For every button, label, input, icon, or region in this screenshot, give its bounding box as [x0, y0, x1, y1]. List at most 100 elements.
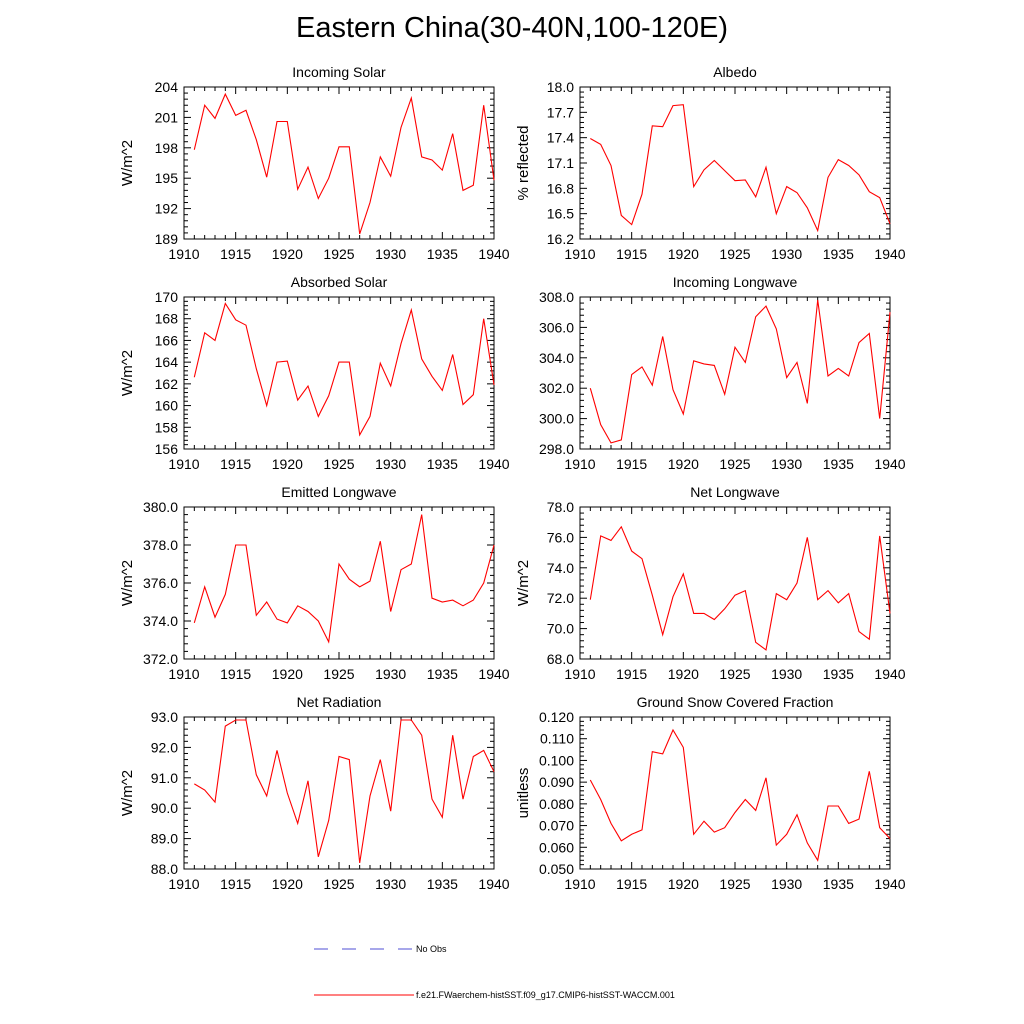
x-tick-label: 1915	[616, 246, 647, 262]
plot-frame	[183, 716, 495, 870]
series-line	[589, 299, 891, 444]
x-tick-label: 1910	[168, 456, 199, 472]
x-tick-label: 1925	[323, 666, 354, 682]
x-tick-label: 1930	[375, 876, 406, 892]
panel-1: Incoming Solar W/m^2 189 192 195 198 201 204 191…	[119, 64, 510, 262]
panel-title: Emitted Longwave	[281, 484, 396, 500]
y-tick-label: 306.0	[539, 319, 574, 335]
y-tick-label: 378.0	[143, 537, 178, 553]
x-tick-label: 1910	[168, 246, 199, 262]
panel-title: Incoming Longwave	[673, 274, 798, 290]
panel-5: Emitted Longwave W/m^2 372.0 374.0 376.0 378.…	[119, 484, 510, 682]
y-tick-label: 16.2	[547, 231, 574, 247]
x-tick-label: 1920	[668, 876, 699, 892]
panel-title: Net Radiation	[297, 694, 382, 710]
y-tick-label: 68.0	[547, 651, 574, 667]
panel-7: Net Radiation W/m^2 88.0 89.0 90.0 91.0 92.0 93…	[119, 694, 510, 892]
y-tick-label: 76.0	[547, 529, 574, 545]
x-tick-label: 1940	[478, 246, 509, 262]
series-line	[193, 514, 495, 644]
x-tick-label: 1935	[427, 246, 458, 262]
y-axis-label: W/m^2	[515, 560, 532, 606]
legend-obs-line	[314, 948, 414, 950]
y-tick-label: 168	[155, 311, 179, 327]
legend-obs-label: No Obs	[416, 944, 447, 954]
plot-frame	[183, 86, 495, 240]
y-axis-label: W/m^2	[119, 560, 136, 606]
y-tick-label: 92.0	[151, 739, 178, 755]
legend-model-line	[314, 994, 414, 996]
y-tick-label: 170	[155, 289, 179, 305]
y-axis-label: W/m^2	[119, 140, 136, 186]
x-tick-label: 1930	[375, 666, 406, 682]
y-tick-label: 70.0	[547, 621, 574, 637]
x-tick-label: 1915	[616, 876, 647, 892]
x-tick-label: 1935	[427, 666, 458, 682]
y-tick-label: 158	[155, 419, 179, 435]
y-tick-label: 380.0	[143, 499, 178, 515]
x-tick-label: 1940	[874, 456, 905, 472]
x-tick-label: 1930	[771, 666, 802, 682]
x-tick-label: 1930	[771, 456, 802, 472]
y-axis-label: W/m^2	[119, 350, 136, 396]
y-tick-label: 91.0	[151, 770, 178, 786]
y-tick-label: 204	[155, 79, 179, 95]
series-line	[193, 302, 495, 437]
panel-6: Net Longwave W/m^2 68.0 70.0 72.0 74.0 76.0 78.…	[515, 484, 906, 682]
x-tick-label: 1940	[478, 456, 509, 472]
series-line	[590, 104, 891, 233]
y-tick-label: 166	[155, 332, 179, 348]
y-tick-label: 17.4	[547, 130, 574, 146]
x-tick-label: 1920	[668, 666, 699, 682]
x-tick-label: 1915	[220, 456, 251, 472]
x-tick-label: 1915	[220, 876, 251, 892]
panel-title: Albedo	[713, 64, 757, 80]
y-tick-label: 195	[155, 170, 179, 186]
y-tick-label: 72.0	[547, 590, 574, 606]
y-tick-label: 78.0	[547, 499, 574, 515]
x-tick-label: 1925	[323, 876, 354, 892]
panel-8: Ground Snow Covered Fraction unitless 0.05…	[515, 694, 906, 892]
x-tick-label: 1935	[823, 456, 854, 472]
y-tick-label: 16.8	[547, 180, 574, 196]
x-tick-label: 1930	[771, 246, 802, 262]
x-tick-label: 1940	[874, 876, 905, 892]
x-tick-label: 1915	[220, 666, 251, 682]
x-tick-label: 1910	[168, 666, 199, 682]
y-axis-label: W/m^2	[119, 770, 136, 816]
x-tick-label: 1940	[874, 246, 905, 262]
figure-title: Eastern China(30-40N,100-120E)	[295, 12, 729, 44]
y-tick-label: 162	[155, 376, 179, 392]
plot-frame	[579, 296, 891, 450]
x-tick-label: 1925	[323, 246, 354, 262]
y-tick-label: 298.0	[539, 441, 574, 457]
panel-4: Incoming Longwave 298.0 300.0 302.0 304.0 306…	[539, 274, 906, 472]
panel-title: Net Longwave	[690, 484, 780, 500]
x-tick-label: 1915	[616, 456, 647, 472]
panel-title: Incoming Solar	[292, 64, 386, 80]
series-line	[589, 728, 891, 862]
x-tick-label: 1920	[668, 246, 699, 262]
x-tick-label: 1910	[564, 666, 595, 682]
x-tick-label: 1925	[719, 246, 750, 262]
y-axis-label: % reflected	[515, 125, 532, 200]
y-tick-label: 156	[155, 441, 179, 457]
y-tick-label: 374.0	[143, 613, 178, 629]
series-line	[193, 92, 495, 235]
y-tick-label: 93.0	[151, 709, 178, 725]
panel-3: Absorbed Solar W/m^2 156 158 160 162 164 166 168…	[119, 274, 510, 472]
x-tick-label: 1935	[823, 876, 854, 892]
y-tick-label: 0.050	[539, 861, 574, 877]
x-tick-label: 1930	[375, 246, 406, 262]
y-tick-label: 74.0	[547, 560, 574, 576]
y-tick-label: 302.0	[539, 380, 574, 396]
x-tick-label: 1940	[874, 666, 905, 682]
series-line	[194, 719, 495, 863]
x-tick-label: 1940	[478, 666, 509, 682]
x-tick-label: 1920	[272, 666, 303, 682]
y-tick-label: 18.0	[547, 79, 574, 95]
y-tick-label: 0.100	[539, 752, 574, 768]
x-tick-label: 1915	[616, 666, 647, 682]
x-tick-label: 1935	[823, 246, 854, 262]
plot-frame	[579, 506, 891, 660]
